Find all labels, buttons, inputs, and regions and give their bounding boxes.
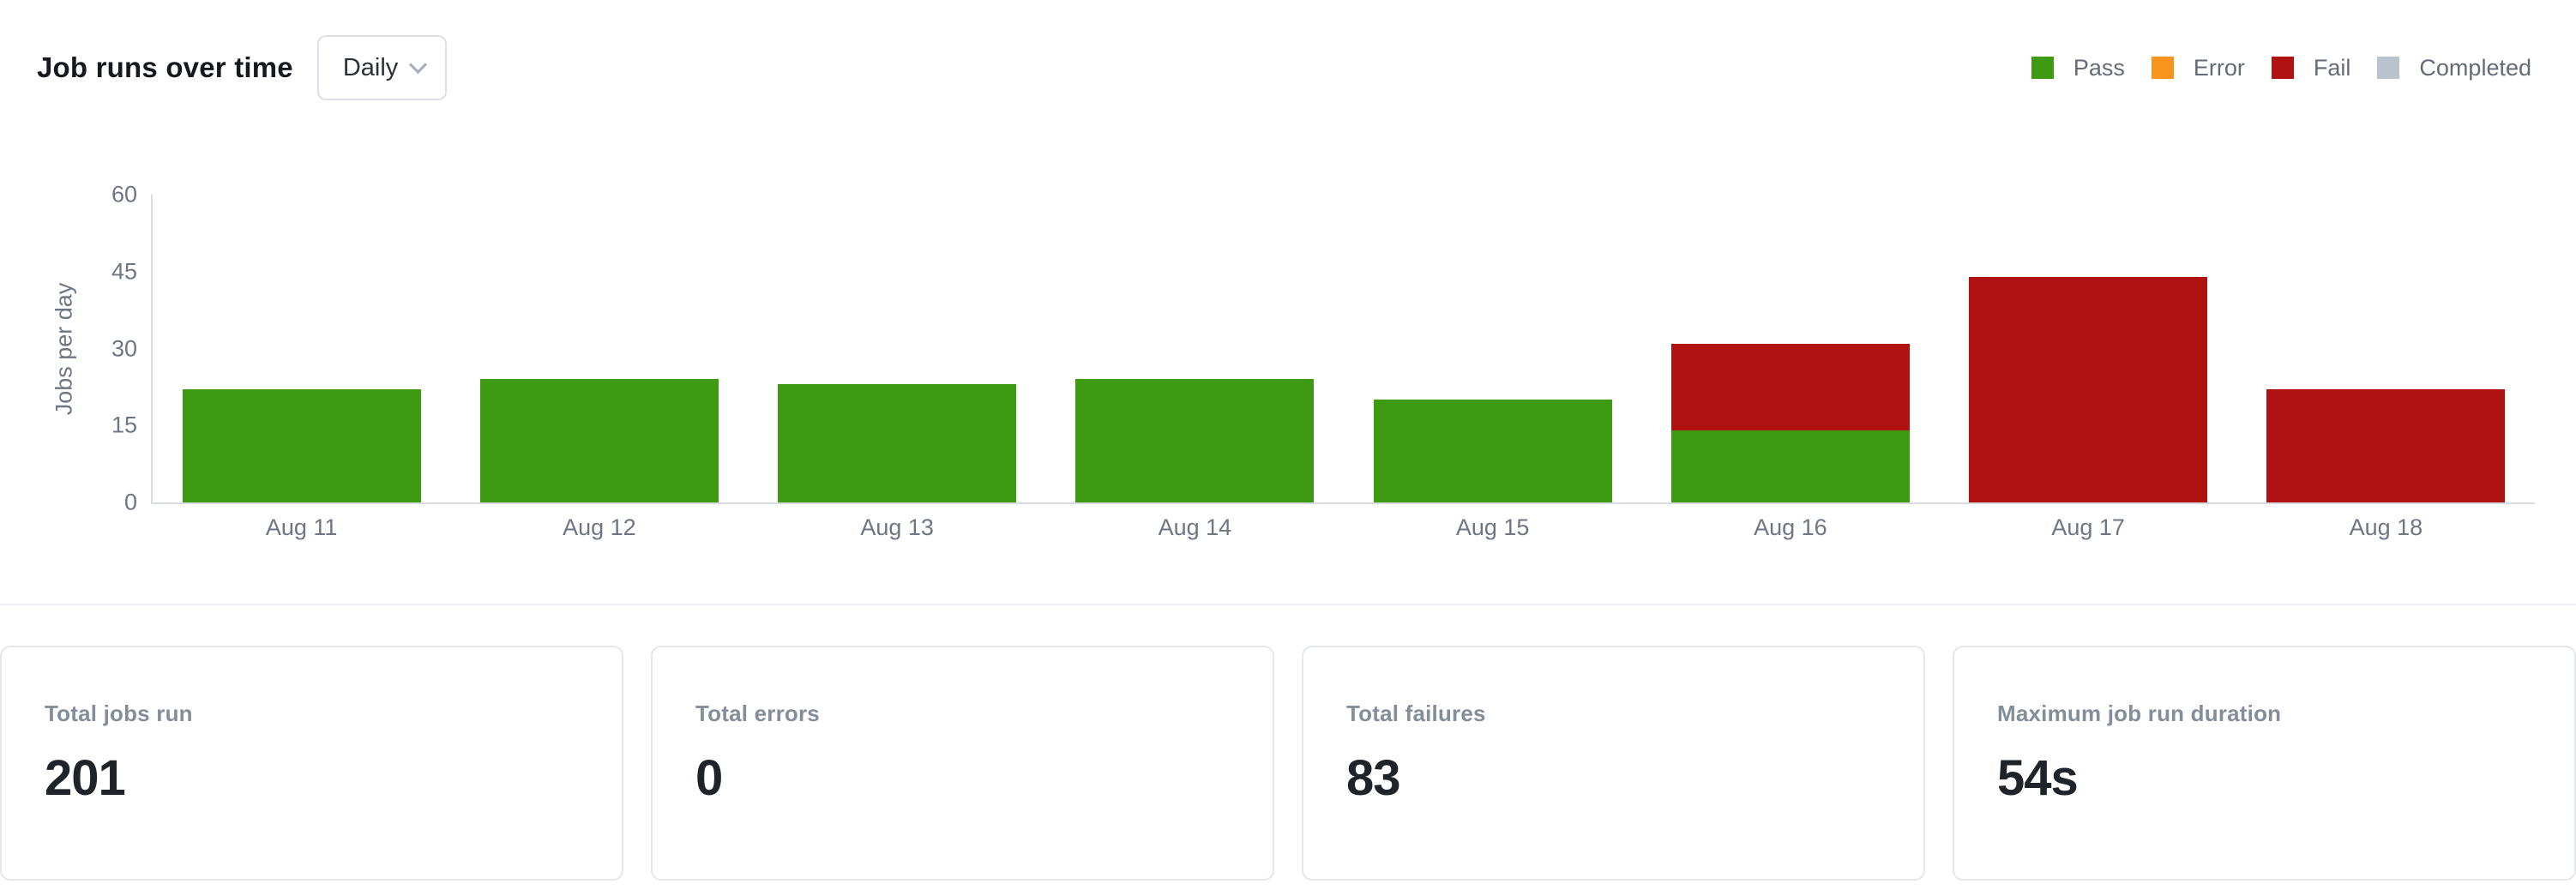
stacked-bar — [479, 195, 719, 502]
stacked-bar — [2266, 195, 2506, 502]
bar-group-aug-13: Aug 13 — [749, 195, 1046, 540]
bars-container: Aug 11 Aug 12 Aug 13 Aug 14 Aug 15 Aug 16 Aug … — [153, 195, 2535, 540]
stat-value: 83 — [1346, 750, 1401, 806]
stacked-bar — [778, 195, 1017, 502]
bar-segment-fail — [2266, 389, 2506, 502]
legend-label: Error — [2193, 54, 2245, 81]
stat-value: 54s — [1997, 750, 2079, 806]
stacked-bar — [1373, 195, 1612, 502]
x-axis-tick-label: Aug 18 — [2349, 514, 2423, 540]
stat-cards: Total jobs run 201 Total errors 0 Total … — [0, 646, 2576, 881]
stacked-bar — [1075, 195, 1315, 502]
stat-card-total-jobs-run: Total jobs run 201 — [0, 646, 623, 881]
stacked-bar — [1969, 195, 2208, 502]
legend-swatch-error — [2151, 57, 2174, 79]
section-divider — [0, 604, 2576, 605]
stat-card-max-job-run-duration: Maximum job run duration 54s — [1953, 646, 2576, 881]
y-axis-tick-label: 30 — [111, 335, 137, 361]
x-axis-tick-label: Aug 16 — [1754, 514, 1827, 540]
bar-segment-fail — [1670, 343, 1910, 431]
bar-segment-pass — [1373, 400, 1612, 502]
legend-item-fail: Fail — [2271, 54, 2351, 81]
x-axis-tick-label: Aug 11 — [265, 514, 338, 540]
chart-legend: Pass Error Fail Completed — [2031, 55, 2531, 81]
bar-segment-pass — [1075, 379, 1315, 502]
bar-segment-pass — [182, 389, 421, 502]
legend-label: Fail — [2313, 54, 2351, 81]
bar-chart: Jobs per day Aug 11 Aug 12 Aug 13 Aug 14 Aug… — [51, 183, 2535, 540]
bar-segment-fail — [1969, 276, 2208, 502]
legend-swatch-pass — [2031, 57, 2054, 79]
x-axis-tick-label: Aug 15 — [1455, 514, 1530, 540]
bar-group-aug-16: Aug 16 — [1641, 195, 1939, 540]
y-axis-tick-label: 60 — [111, 181, 137, 207]
interval-select-value: Daily — [342, 53, 399, 81]
bar-group-aug-17: Aug 17 — [1940, 195, 2237, 540]
stat-label: Total failures — [1346, 701, 1486, 726]
chevron-down-icon — [409, 55, 428, 74]
stacked-bar — [1670, 195, 1910, 502]
stat-card-total-errors: Total errors 0 — [651, 646, 1274, 881]
bar-segment-pass — [1670, 430, 1910, 502]
x-axis-tick-label: Aug 14 — [1158, 514, 1232, 540]
chart-title: Job runs over time — [37, 51, 293, 83]
interval-select[interactable]: Daily — [316, 35, 448, 100]
x-axis-tick-label: Aug 17 — [2051, 514, 2125, 540]
y-axis-tick-label: 15 — [111, 412, 137, 438]
legend-label: Completed — [2419, 54, 2531, 81]
y-axis-tick-label: 0 — [123, 489, 137, 515]
stat-value: 201 — [45, 750, 126, 806]
legend-label: Pass — [2073, 54, 2125, 81]
y-axis-tick-label: 45 — [111, 258, 137, 285]
chart-header: Job runs over time Daily Pass Error Fail Co… — [0, 0, 2576, 100]
stat-label: Total jobs run — [45, 701, 193, 726]
x-axis-tick-label: Aug 13 — [860, 514, 934, 540]
stat-label: Total errors — [695, 701, 820, 726]
stat-label: Maximum job run duration — [1997, 701, 2282, 726]
bar-group-aug-14: Aug 14 — [1046, 195, 1344, 540]
bar-group-aug-18: Aug 18 — [2237, 195, 2535, 540]
legend-swatch-completed — [2377, 57, 2400, 79]
legend-item-completed: Completed — [2377, 55, 2531, 81]
bar-segment-pass — [778, 384, 1017, 502]
stat-value: 0 — [695, 750, 723, 806]
y-axis-label: Jobs per day — [51, 282, 77, 415]
stacked-bar — [182, 195, 421, 502]
x-axis-tick-label: Aug 12 — [563, 514, 636, 540]
stat-card-total-failures: Total failures 83 — [1302, 646, 1925, 881]
bar-group-aug-15: Aug 15 — [1344, 195, 1641, 540]
bar-segment-pass — [479, 379, 719, 502]
legend-swatch-fail — [2271, 57, 2294, 79]
legend-item-error: Error — [2151, 54, 2245, 81]
bar-group-aug-11: Aug 11 — [153, 195, 450, 540]
legend-item-pass: Pass — [2031, 55, 2125, 81]
bar-group-aug-12: Aug 12 — [450, 195, 748, 540]
